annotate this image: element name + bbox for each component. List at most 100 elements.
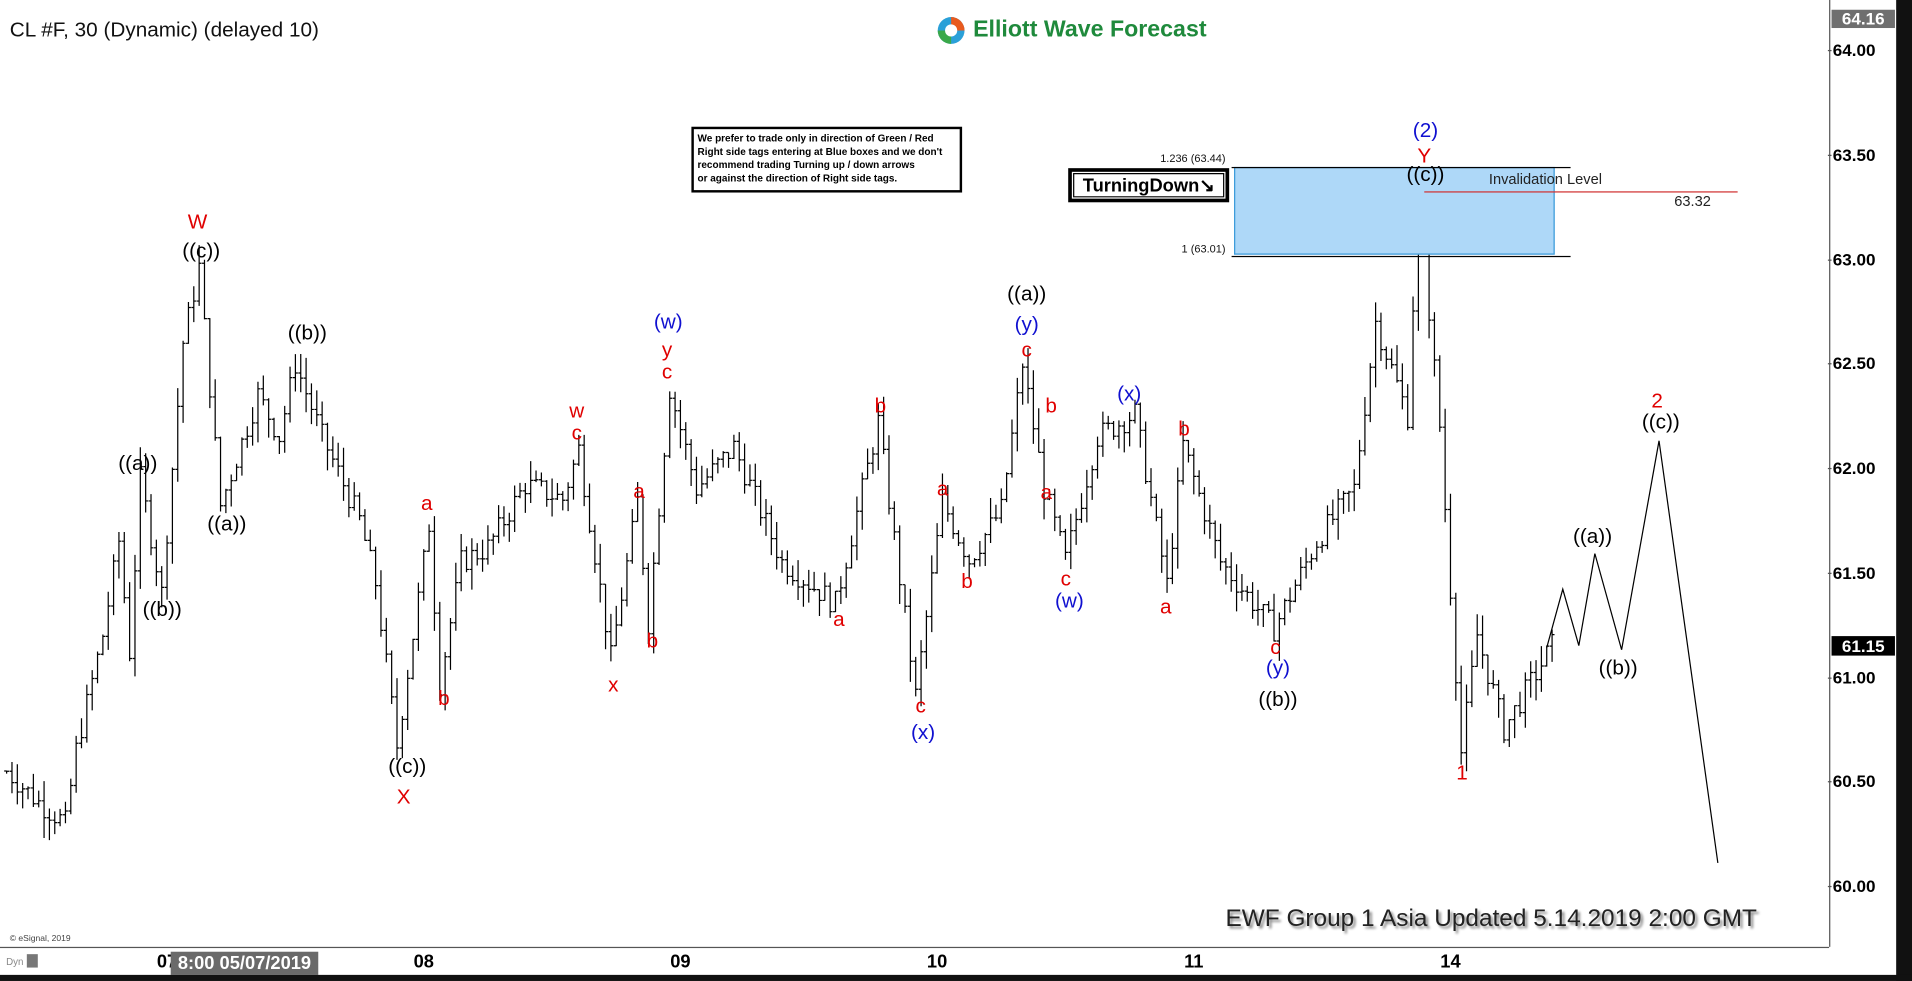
price-bar	[1223, 558, 1229, 585]
price-bar	[335, 442, 341, 477]
price-bar	[1260, 603, 1266, 627]
price-bar	[1084, 469, 1090, 523]
price-bar	[501, 506, 507, 537]
price-bar	[1207, 504, 1213, 539]
price-bar	[196, 245, 202, 306]
price-bar	[20, 782, 26, 809]
wave-label: (w)	[1055, 589, 1084, 613]
price-bar	[244, 426, 250, 448]
price-bar	[442, 651, 448, 711]
price-bar	[357, 492, 363, 521]
copyright: © eSignal, 2019	[9, 934, 71, 944]
price-bar	[977, 541, 983, 567]
fib-lower-line	[1231, 255, 1571, 258]
price-bar	[811, 571, 817, 592]
price-tick: 62.00	[1827, 458, 1876, 478]
price-bar	[405, 669, 411, 731]
price-bar	[774, 521, 780, 570]
price-bar	[859, 472, 865, 530]
price-bar	[228, 474, 234, 507]
price-bar	[1186, 439, 1191, 463]
price-bar	[4, 770, 10, 774]
wave-label: ((c))	[182, 239, 221, 263]
price-bar	[710, 449, 715, 482]
wave-label: c	[915, 693, 926, 718]
price-bar	[266, 398, 272, 438]
price-bar	[137, 447, 143, 589]
wave-label: a	[936, 477, 949, 501]
price-bar	[52, 811, 58, 835]
price-bar	[260, 375, 266, 406]
wave-label: x	[608, 673, 619, 697]
price-bar	[742, 443, 748, 494]
price-bar	[549, 478, 555, 517]
wave-label: c	[1060, 567, 1071, 591]
price-bar	[1405, 384, 1411, 431]
price-bar	[426, 524, 432, 552]
price-bar	[431, 516, 437, 631]
wave-label: ((a))	[207, 512, 247, 536]
price-bar	[1079, 493, 1084, 523]
price-bar	[1169, 533, 1175, 585]
wave-label: b	[646, 629, 659, 653]
price-bar	[1153, 493, 1159, 522]
price-bar	[1538, 646, 1544, 692]
price-bar	[934, 523, 940, 574]
wave-label: a	[1159, 595, 1172, 619]
price-bar	[57, 808, 63, 827]
price-bar	[720, 451, 726, 468]
price-bar	[1512, 705, 1518, 739]
price-bar	[865, 448, 871, 480]
price-bar	[1367, 363, 1373, 423]
price-bar	[544, 480, 550, 507]
price-bar	[1490, 670, 1496, 689]
price-bar	[68, 778, 74, 815]
price-bar	[560, 491, 566, 511]
price-bar	[1271, 593, 1277, 642]
note-line: We prefer to trade only in direction of …	[697, 132, 934, 144]
wave-label: a	[1040, 480, 1053, 504]
price-bar	[303, 357, 309, 413]
price-bar	[592, 524, 598, 573]
price-bar	[747, 464, 753, 487]
price-bar	[169, 467, 175, 564]
price-bar	[148, 494, 154, 556]
price-bar	[1389, 348, 1395, 369]
price-bar	[849, 535, 854, 569]
price-bar	[1143, 421, 1149, 484]
wave-label: b	[961, 569, 973, 593]
dyn-label: Dyn	[6, 956, 24, 968]
price-bar	[153, 539, 159, 587]
price-bar	[105, 591, 111, 650]
wave-label: ((b))	[1598, 656, 1638, 680]
wave-label: c	[571, 421, 582, 445]
price-bar	[571, 459, 576, 500]
price-bar	[1175, 467, 1181, 569]
price-bar	[918, 640, 924, 707]
price-bar	[1111, 420, 1117, 440]
price-bar	[822, 572, 828, 602]
price-bar	[143, 453, 149, 513]
price-bar	[656, 508, 662, 565]
price-bar	[1351, 469, 1357, 512]
price-bar	[341, 447, 346, 501]
price-bar	[1089, 465, 1095, 500]
price-bar	[276, 435, 282, 455]
price-bar	[485, 525, 491, 565]
price-axis[interactable]	[1829, 0, 1897, 947]
price-bar	[218, 436, 223, 512]
price-bar	[212, 379, 218, 441]
price-bar	[512, 485, 518, 532]
cursor-time-label: 8:00 05/07/2019	[170, 951, 319, 975]
wave-label: a	[633, 479, 645, 503]
price-bar	[688, 439, 694, 486]
price-bar	[624, 553, 630, 607]
wave-label: ((a))	[1007, 282, 1047, 306]
price-bar	[875, 403, 881, 471]
dyn-icon[interactable]	[26, 954, 38, 968]
price-bar	[1105, 415, 1111, 430]
price-bar	[351, 482, 357, 511]
wave-label: b	[1045, 394, 1057, 418]
price-bar	[913, 656, 919, 697]
wave-label: y	[661, 338, 673, 362]
